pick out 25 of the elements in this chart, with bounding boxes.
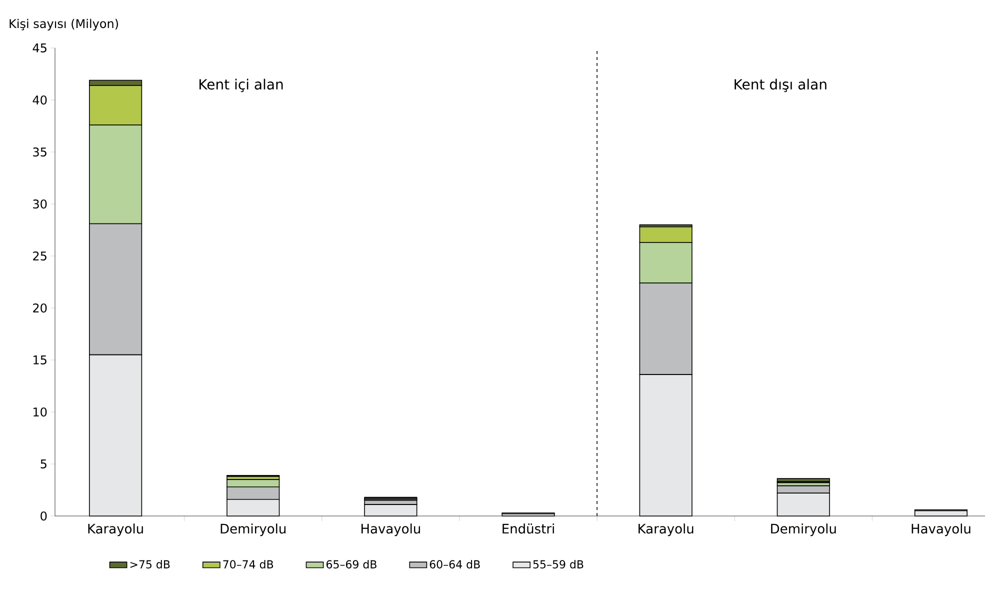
legend-label: 70–74 dB xyxy=(223,560,274,568)
y-tick-label: 10 xyxy=(34,407,47,417)
x-tick-label: Havayolu xyxy=(912,524,970,536)
y-tick-label: 30 xyxy=(33,199,47,209)
legend-label: 60–64 dB xyxy=(430,560,480,568)
annotation: Kent içi alan xyxy=(200,78,283,92)
legend-label: 55–59 dB xyxy=(533,560,584,568)
y-tick-label: 45 xyxy=(32,44,46,52)
y-tick-label: 20 xyxy=(33,303,47,313)
legend-label: 65–69 dB xyxy=(326,560,376,568)
y-tick-label: 5 xyxy=(40,460,46,468)
x-tick-label: Karayolu xyxy=(638,524,694,536)
x-tick-label: Endüstri xyxy=(502,524,554,534)
x-tick-label: Havayolu xyxy=(362,524,420,536)
x-tick-label: Karayolu xyxy=(88,524,143,536)
y-tick-label: 15 xyxy=(34,356,46,364)
annotation: Kent dışı alan xyxy=(734,78,826,92)
y-tick-label: 35 xyxy=(33,147,46,157)
legend-label: >75 dB xyxy=(130,560,170,568)
x-tick-label: Demiryolu xyxy=(220,524,286,536)
x-tick-label: Demiryolu xyxy=(771,524,836,536)
y-tick-label: 40 xyxy=(32,95,47,105)
y-axis-title: Kişi sayısı (Milyon) xyxy=(10,18,118,30)
y-tick-label: 0 xyxy=(40,511,47,521)
y-tick-label: 25 xyxy=(33,251,46,261)
